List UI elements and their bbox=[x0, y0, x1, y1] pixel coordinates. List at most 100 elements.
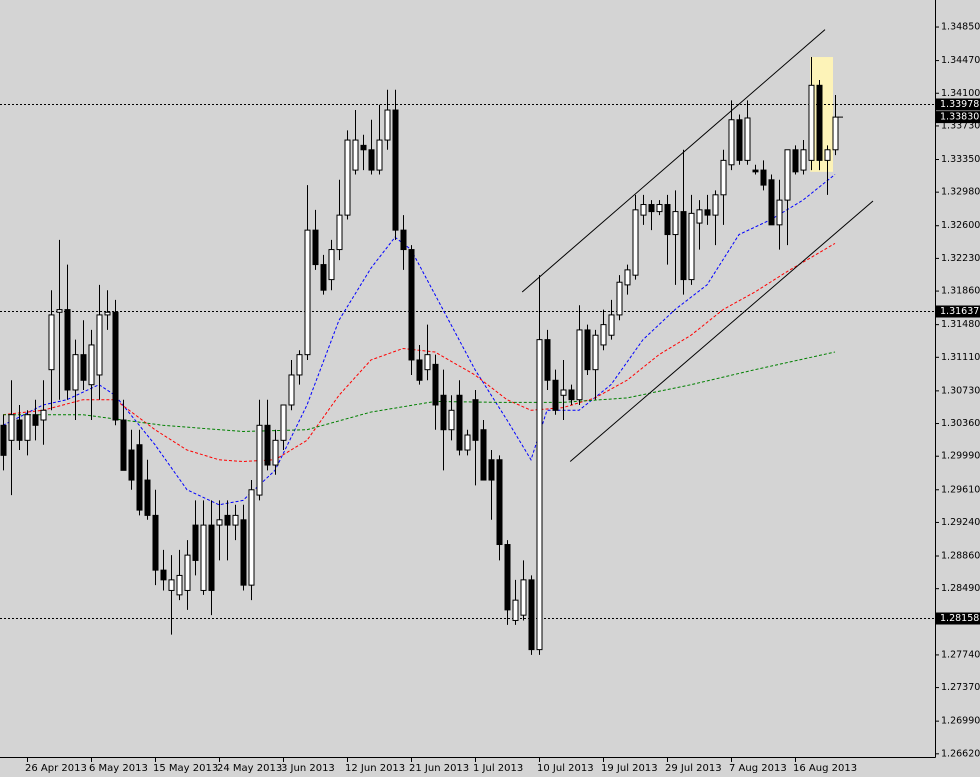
candle-body bbox=[560, 389, 567, 396]
candle-body bbox=[48, 314, 55, 371]
candle-body bbox=[280, 404, 287, 441]
y-tick-label: 1.28860 bbox=[941, 551, 980, 562]
candle-body bbox=[72, 354, 79, 391]
y-tick-label: 1.34850 bbox=[941, 22, 980, 33]
x-tick-label: 1 Jul 2013 bbox=[473, 763, 523, 774]
candle-body bbox=[704, 209, 711, 216]
candle-body bbox=[360, 144, 367, 151]
candle-body bbox=[816, 84, 823, 161]
y-tick-label: 1.32980 bbox=[941, 187, 980, 198]
x-tick-label: 7 Aug 2013 bbox=[729, 763, 787, 774]
candle-body bbox=[352, 139, 359, 171]
candle-body bbox=[728, 119, 735, 166]
y-tick-label: 1.26620 bbox=[941, 748, 980, 759]
x-tick-label: 15 May 2013 bbox=[153, 763, 218, 774]
candle-body bbox=[784, 149, 791, 201]
candle-body bbox=[832, 116, 839, 151]
candle-body bbox=[656, 204, 663, 213]
candle-body bbox=[664, 204, 671, 236]
candle-body bbox=[192, 524, 199, 561]
candle-body bbox=[712, 194, 719, 216]
candle-body bbox=[768, 179, 775, 226]
candle-body bbox=[744, 117, 751, 161]
candle-body bbox=[88, 344, 95, 386]
y-tick-label: 1.29240 bbox=[941, 517, 980, 528]
candle-body bbox=[512, 599, 519, 621]
y-tick-label: 1.34100 bbox=[941, 88, 980, 99]
candle-body bbox=[480, 429, 487, 481]
candle-body bbox=[688, 212, 695, 281]
candle-body bbox=[448, 409, 455, 431]
candle-body bbox=[120, 419, 127, 471]
x-tick-label: 3 Jun 2013 bbox=[281, 763, 335, 774]
level-label-box bbox=[936, 305, 980, 318]
level-label: 1.31637 bbox=[940, 306, 979, 317]
candle-body bbox=[288, 374, 295, 406]
candle-body bbox=[136, 444, 143, 511]
candle-body bbox=[328, 249, 335, 281]
candle-body bbox=[696, 209, 703, 224]
x-tick-label: 21 Jun 2013 bbox=[409, 763, 469, 774]
candle-body bbox=[336, 214, 343, 251]
candle-body bbox=[568, 389, 575, 401]
candle-body bbox=[464, 434, 471, 451]
y-tick-label: 1.31110 bbox=[941, 352, 980, 363]
candle-body bbox=[144, 479, 151, 516]
candle-body bbox=[184, 554, 191, 591]
y-tick-label: 1.28490 bbox=[941, 583, 980, 594]
candle-body bbox=[632, 209, 639, 276]
candle-body bbox=[528, 579, 535, 651]
plot-area bbox=[0, 29, 935, 655]
candle-body bbox=[208, 524, 215, 591]
candle-body bbox=[8, 414, 15, 441]
candle-body bbox=[416, 359, 423, 381]
candle-body bbox=[792, 149, 799, 173]
candle-body bbox=[272, 439, 279, 466]
candle-body bbox=[0, 424, 7, 456]
candle-body bbox=[424, 354, 431, 371]
candle-body bbox=[400, 229, 407, 251]
candle-body bbox=[432, 363, 439, 406]
candle-body bbox=[64, 309, 71, 391]
y-tick-label: 1.31860 bbox=[941, 286, 980, 297]
y-tick-label: 1.26990 bbox=[941, 716, 980, 727]
x-tick-label: 29 Jul 2013 bbox=[665, 763, 722, 774]
last-price-label: 1.33830 bbox=[940, 112, 979, 123]
candle-body bbox=[392, 109, 399, 231]
candle-body bbox=[472, 399, 479, 441]
candle-body bbox=[96, 314, 103, 376]
candle-body bbox=[160, 569, 167, 581]
candle-body bbox=[456, 394, 463, 451]
candle-body bbox=[592, 334, 599, 371]
candle-body bbox=[112, 311, 119, 421]
axes: 1.34850 1.34470 1.34100 1.33730 1.33350 1.329… bbox=[25, 22, 980, 774]
candle-body bbox=[520, 579, 527, 616]
y-tick-label: 1.32600 bbox=[941, 220, 980, 231]
candle-body bbox=[56, 309, 63, 313]
candle-body bbox=[504, 544, 511, 611]
y-tick-label: 1.34470 bbox=[941, 55, 980, 66]
candle-body bbox=[672, 211, 679, 236]
candle-body bbox=[16, 419, 23, 441]
candle-body bbox=[168, 579, 175, 591]
candle-body bbox=[536, 339, 543, 651]
candle-body bbox=[624, 269, 631, 286]
candle-body bbox=[224, 514, 231, 526]
y-tick-label: 1.30730 bbox=[941, 385, 980, 396]
candle-body bbox=[552, 379, 559, 411]
level-label: 1.28158 bbox=[940, 613, 979, 624]
candle-body bbox=[200, 524, 207, 591]
y-tick-label: 1.27370 bbox=[941, 682, 980, 693]
candle-body bbox=[216, 519, 223, 526]
x-tick-label: 6 May 2013 bbox=[89, 763, 148, 774]
candle-body bbox=[440, 394, 447, 431]
candle-body bbox=[680, 211, 687, 281]
candle-body bbox=[80, 354, 87, 381]
candle-body bbox=[640, 204, 647, 216]
candle-body bbox=[736, 119, 743, 161]
trend-line bbox=[569, 200, 874, 462]
x-tick-label: 10 Jul 2013 bbox=[537, 763, 594, 774]
candle-body bbox=[368, 149, 375, 171]
candle-body bbox=[128, 449, 135, 481]
level-label-box bbox=[936, 98, 980, 111]
